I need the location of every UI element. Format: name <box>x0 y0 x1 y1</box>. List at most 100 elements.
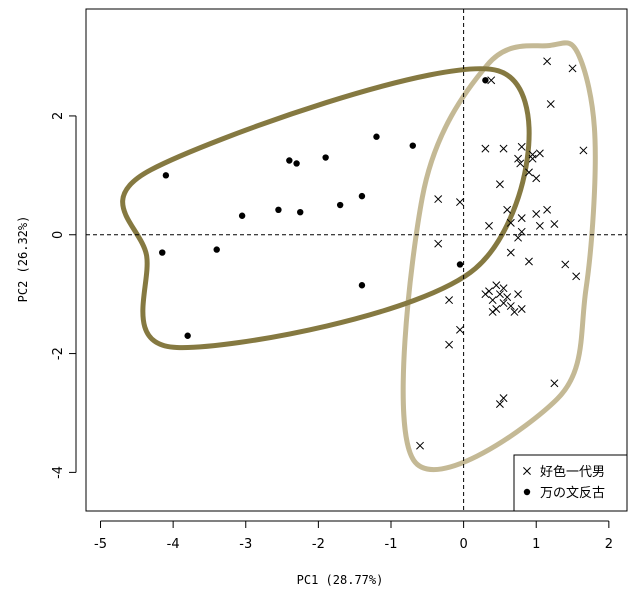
point-s2-3 <box>409 142 416 149</box>
x-tick-label: -2 <box>312 537 325 552</box>
point-s1-48-stroke-b <box>445 296 454 305</box>
point-s1-47 <box>488 308 497 316</box>
plot-frame <box>85 8 628 512</box>
point-s1-54 <box>416 441 424 450</box>
point-s1-29 <box>434 239 443 248</box>
point-s1-9 <box>535 149 544 158</box>
x-tick-label: 1 <box>532 537 540 552</box>
point-s1-28-stroke-b <box>514 233 523 242</box>
x-tick-label: -4 <box>167 537 180 552</box>
point-s1-12 <box>516 159 525 168</box>
point-s1-47-stroke-b <box>488 308 497 316</box>
point-s1-27-stroke-b <box>517 227 526 236</box>
point-s2-12 <box>238 212 246 219</box>
point-s1-18 <box>456 198 464 207</box>
point-s1-25 <box>535 221 544 230</box>
point-s1-27 <box>517 227 526 236</box>
y-tick-label: 2 <box>51 112 66 120</box>
point-s1-37 <box>481 290 490 299</box>
point-s1-13-stroke-b <box>525 168 533 177</box>
point-s2-9 <box>336 201 344 209</box>
legend-marker-2 <box>523 488 531 496</box>
point-s1-52 <box>499 394 508 403</box>
point-s1-49-stroke-b <box>456 325 464 334</box>
point-s2-13 <box>213 246 220 253</box>
point-s1-46 <box>510 308 519 316</box>
point-s1-21-stroke-b <box>503 205 512 214</box>
point-s1-13 <box>525 168 533 177</box>
point-s1-6-stroke-b <box>517 142 526 151</box>
point-s1-4-stroke-b <box>487 76 496 85</box>
point-s1-35 <box>499 284 508 293</box>
point-s1-16-stroke-b <box>495 180 504 189</box>
point-s1-44-stroke-b <box>506 302 515 310</box>
point-s2-4 <box>322 154 329 161</box>
legend-marker-1 <box>523 467 531 475</box>
point-s1-51 <box>550 379 559 388</box>
point-s1-22 <box>517 214 526 223</box>
point-s1-11 <box>499 144 508 153</box>
reference-lines <box>86 9 627 511</box>
point-s1-15-stroke-b <box>481 144 490 153</box>
point-s1-30-stroke-b <box>506 248 515 257</box>
point-s1-20 <box>543 205 552 214</box>
point-s1-53 <box>495 400 504 409</box>
point-s1-17-stroke-b <box>434 195 443 204</box>
point-s1-23 <box>506 218 515 227</box>
point-s1-19 <box>532 210 541 218</box>
point-s2-5 <box>286 157 293 164</box>
point-s2-11 <box>297 208 304 216</box>
point-s1-33 <box>572 272 581 281</box>
legend-label-1: 好色一代男 <box>540 464 605 480</box>
point-s1-2-stroke-b <box>568 64 577 73</box>
point-s1-16 <box>495 180 504 189</box>
point-s1-14 <box>532 174 541 183</box>
point-s1-7 <box>514 154 523 163</box>
point-s1-39 <box>503 293 512 302</box>
point-s1-53-stroke-b <box>495 400 504 409</box>
point-s1-28 <box>514 233 523 242</box>
point-s1-31-stroke-b <box>525 257 533 266</box>
group-hulls <box>120 40 598 472</box>
point-s2-6 <box>293 160 300 167</box>
point-s1-40 <box>514 290 523 299</box>
point-s1-10 <box>528 154 537 163</box>
point-s2-1 <box>482 77 489 84</box>
point-s1-14-stroke-b <box>532 174 541 183</box>
group-hull-2 <box>120 66 532 351</box>
legend-label-2: 万の文反古 <box>540 486 605 501</box>
point-s1-3 <box>546 100 555 109</box>
point-s2-10 <box>275 206 282 213</box>
point-s1-42 <box>499 299 508 308</box>
group-hull-1 <box>400 40 598 472</box>
point-s1-41 <box>488 296 497 305</box>
point-s1-1 <box>543 57 552 66</box>
point-s1-26-stroke-b <box>550 220 559 229</box>
point-s1-1-stroke-b <box>543 57 552 66</box>
point-s1-42-stroke-b <box>499 299 508 308</box>
point-s1-15 <box>481 144 490 153</box>
x-axis-title: PC1 (28.77%) <box>297 573 384 587</box>
point-s1-7-stroke-b <box>514 154 523 163</box>
point-s1-26 <box>550 220 559 229</box>
point-s1-34 <box>492 281 501 290</box>
point-s1-29-stroke-b <box>434 239 443 248</box>
point-s1-19-stroke-b <box>532 210 541 218</box>
point-s1-35-stroke-b <box>499 284 508 293</box>
point-s1-50 <box>445 340 454 349</box>
point-s1-39-stroke-b <box>503 293 512 302</box>
y-axis: -4 -2 0 2 <box>51 112 77 479</box>
point-s1-49 <box>456 325 464 334</box>
point-s1-9-stroke-b <box>535 149 544 158</box>
y-tick-label: -4 <box>51 466 66 479</box>
point-s1-50-stroke-b <box>445 340 454 349</box>
x-tick-label: 0 <box>459 537 467 552</box>
point-s1-32 <box>561 260 570 269</box>
point-s1-12-stroke-b <box>516 159 525 168</box>
point-s1-17 <box>434 195 443 204</box>
x-tick-label: -5 <box>94 537 107 552</box>
point-s1-37-stroke-b <box>481 290 490 299</box>
legend-box <box>513 454 628 512</box>
data-points <box>159 57 588 450</box>
